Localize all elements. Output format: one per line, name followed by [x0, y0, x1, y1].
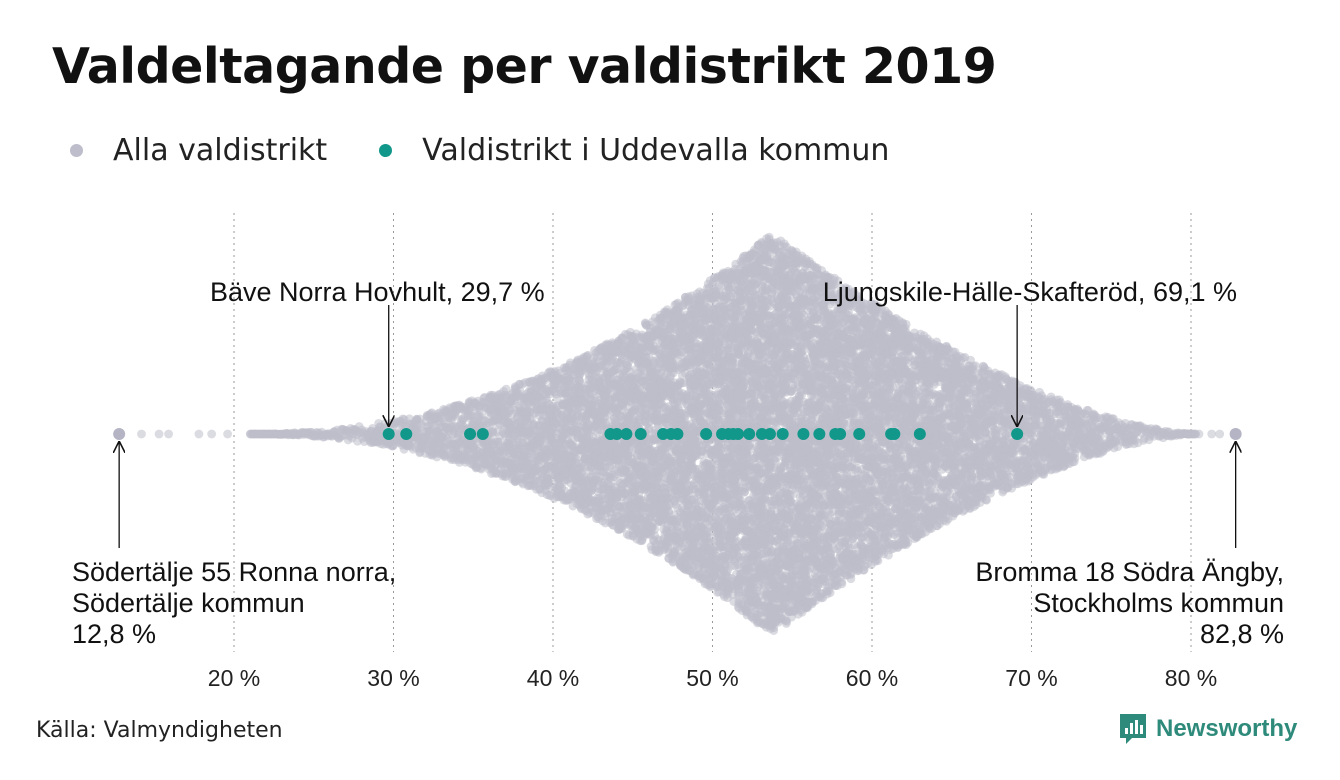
district-point: [501, 384, 511, 394]
legend-dot-uddevalla: [379, 143, 393, 157]
x-tick-label-20: 20 %: [208, 665, 260, 691]
legend-item-uddevalla: Valdistrikt i Uddevalla kommun: [375, 133, 889, 168]
legend: Alla valdistrikt Valdistrikt i Uddevalla…: [70, 130, 937, 170]
x-tick-label-50: 50 %: [686, 665, 738, 691]
x-tick-label-30: 30 %: [367, 665, 419, 691]
legend-item-all: Alla valdistrikt: [70, 133, 327, 168]
x-tick-label-80: 80 %: [1165, 665, 1217, 691]
legend-label-uddevalla: Valdistrikt i Uddevalla kommun: [422, 132, 890, 168]
legend-label-all: Alla valdistrikt: [113, 132, 328, 168]
x-tick-label-70: 70 %: [1005, 665, 1057, 691]
x-tick-label-40: 40 %: [527, 665, 579, 691]
x-tick-label-60: 60 %: [846, 665, 898, 691]
chart-title: Valdeltagande per valdistrikt 2019: [52, 38, 997, 95]
beeswarm-chart: 20 % 30 % 40 % 50 % 60 % 70 % 80 %Bäve Norra H…: [72, 213, 1284, 691]
district-point: [515, 386, 525, 396]
legend-dot-all: [70, 143, 83, 157]
